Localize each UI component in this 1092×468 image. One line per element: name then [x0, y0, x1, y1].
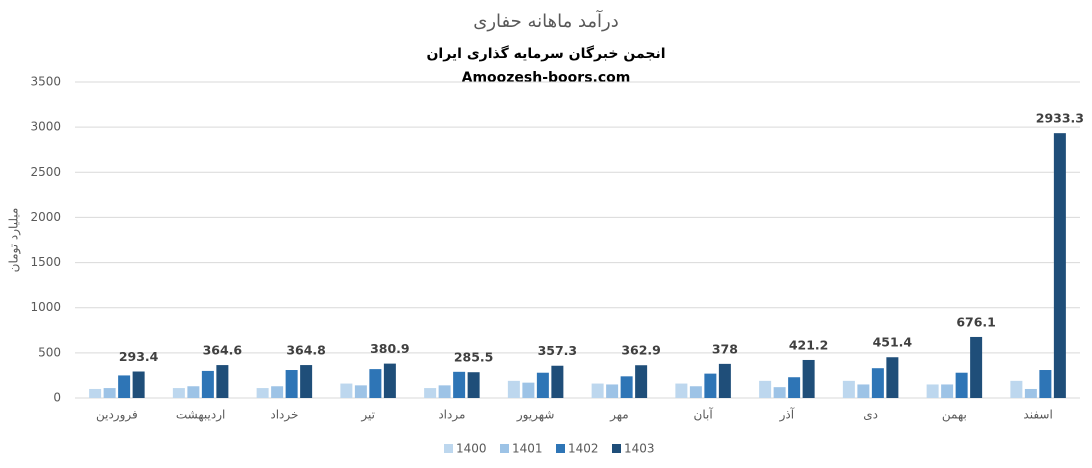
data-label: 364.8	[286, 343, 326, 358]
y-tick-label: 2000	[30, 210, 61, 224]
bar	[118, 375, 131, 398]
bar	[802, 359, 815, 398]
x-tick-label: دی	[863, 408, 878, 422]
x-tick-label: خرداد	[270, 408, 298, 423]
bar	[620, 376, 633, 398]
y-axis-label: میلیارد تومان	[7, 208, 22, 273]
legend-swatch	[500, 444, 509, 453]
bar	[216, 365, 229, 398]
y-tick-label: 0	[53, 391, 61, 405]
bar	[718, 363, 731, 398]
bar	[941, 384, 954, 398]
bar	[172, 388, 185, 398]
data-label: 285.5	[454, 350, 494, 365]
bar	[354, 385, 367, 398]
x-tick-label: تیر	[360, 408, 375, 423]
bar	[340, 383, 353, 398]
y-tick-label: 500	[38, 345, 61, 359]
bar	[187, 386, 200, 398]
bar	[536, 372, 549, 398]
y-tick-label: 1000	[30, 300, 61, 314]
data-label: 421.2	[789, 337, 829, 352]
bar	[551, 365, 564, 398]
data-label: 357.3	[538, 343, 578, 358]
data-label: 293.4	[119, 349, 159, 364]
bar	[453, 371, 466, 398]
bar	[467, 372, 480, 398]
data-label: 378	[712, 341, 738, 356]
legend-label: 1403	[624, 442, 655, 456]
x-tick-label: آذر	[779, 407, 795, 423]
bar	[788, 377, 801, 398]
x-tick-label: بهمن	[942, 408, 967, 423]
x-tick-label: شهریور	[516, 408, 555, 423]
data-label: 676.1	[956, 314, 996, 329]
data-label: 364.6	[203, 343, 243, 358]
bar	[955, 372, 968, 398]
bar	[1039, 370, 1052, 398]
bar	[970, 336, 983, 398]
bar	[704, 373, 717, 398]
legend-label: 1400	[456, 442, 487, 456]
bar	[591, 383, 604, 398]
bar	[438, 385, 451, 398]
bar	[89, 388, 102, 398]
bar	[424, 388, 437, 398]
data-label: 451.4	[873, 335, 913, 350]
bar	[201, 370, 214, 398]
data-label: 362.9	[621, 343, 661, 358]
bar	[689, 386, 702, 398]
x-tick-label: آبان	[694, 407, 714, 422]
x-tick-label: مرداد	[438, 408, 465, 423]
bar	[522, 382, 535, 398]
bar	[606, 384, 619, 398]
bar	[857, 384, 870, 398]
bar	[773, 387, 786, 398]
bar	[675, 383, 688, 398]
legend-label: 1401	[512, 442, 543, 456]
x-tick-label: اردیبهشت	[176, 408, 225, 423]
chart-title: درآمد ماهانه حفاری	[473, 9, 619, 32]
bar	[1053, 133, 1066, 398]
y-tick-label: 3000	[30, 120, 61, 134]
bar	[369, 369, 382, 398]
y-tick-label: 3500	[30, 75, 61, 89]
bar	[871, 368, 884, 398]
legend-swatch	[556, 444, 565, 453]
data-label: 380.9	[370, 341, 410, 356]
bar	[285, 370, 298, 398]
x-tick-label: اسفند	[1023, 408, 1052, 422]
annotation: Amoozesh-boors.com	[462, 70, 631, 86]
legend-swatch	[444, 444, 453, 453]
y-tick-label: 1500	[30, 255, 61, 269]
bar	[759, 380, 772, 398]
bar	[507, 380, 520, 398]
bar	[842, 380, 855, 398]
bar	[103, 388, 116, 398]
bar	[383, 363, 396, 398]
bar	[300, 365, 313, 398]
bar	[1010, 380, 1023, 398]
x-tick-label: فروردین	[96, 408, 138, 423]
y-tick-label: 2500	[30, 165, 61, 179]
chart-subtitle: انجمن خبرگان سرمایه گذاری ایران	[426, 45, 665, 62]
x-tick-label: مهر	[609, 408, 629, 423]
legend-swatch	[612, 444, 621, 453]
legend-label: 1402	[568, 442, 599, 456]
bar	[256, 388, 269, 398]
data-label: 2933.3	[1036, 111, 1084, 126]
bar	[1024, 388, 1037, 398]
bar	[886, 357, 899, 398]
bar	[635, 365, 648, 398]
bar	[271, 386, 284, 398]
bar	[132, 371, 145, 398]
bar	[926, 384, 939, 398]
